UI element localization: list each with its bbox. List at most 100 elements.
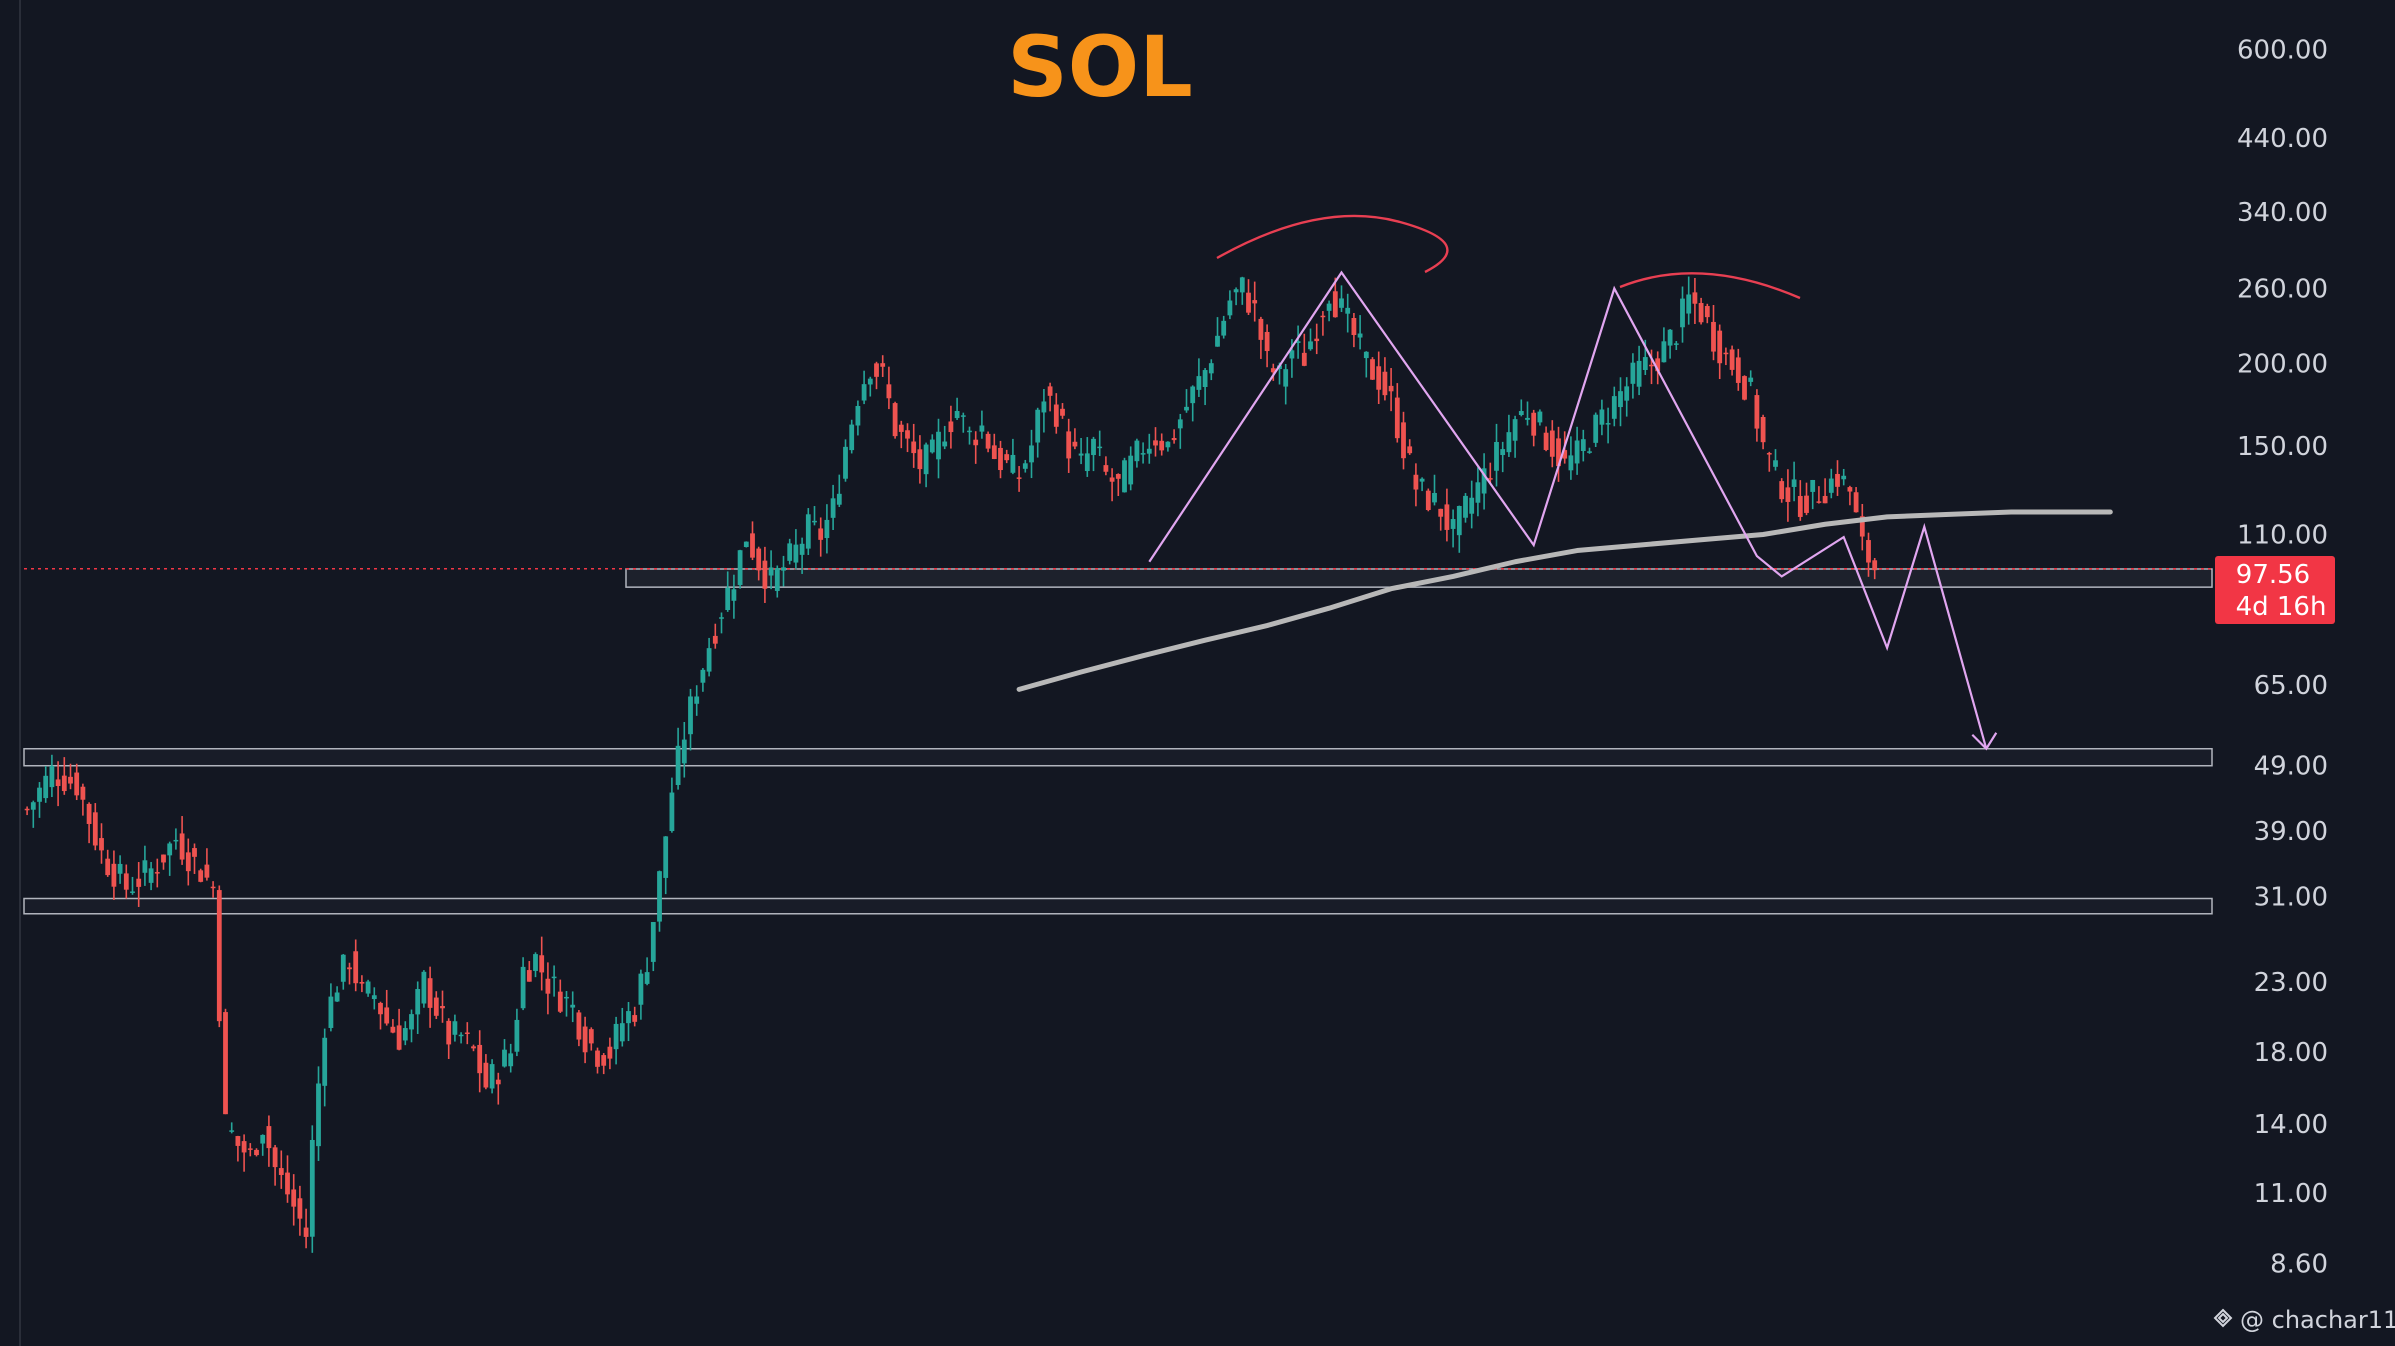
candle [1673, 341, 1679, 351]
candle-body [688, 696, 693, 735]
candle-body [588, 1029, 594, 1044]
candle [855, 400, 861, 436]
candle [812, 506, 817, 526]
candle [1091, 436, 1096, 472]
chart-title: SOL [1007, 18, 1192, 116]
candle-body [235, 1136, 241, 1146]
candle [1450, 509, 1456, 548]
candle [1766, 451, 1772, 472]
candle [1382, 357, 1388, 401]
candle [743, 541, 749, 548]
candle-body [1779, 481, 1785, 500]
candle [1022, 459, 1028, 473]
candle [204, 848, 210, 881]
candle [1742, 375, 1747, 401]
candle [1010, 438, 1016, 475]
candle-body [1537, 411, 1543, 423]
candle-body [1686, 294, 1692, 314]
candle [898, 420, 904, 449]
axis-tick-label: 110.00 [2237, 520, 2328, 550]
candle [1872, 558, 1878, 580]
candle-body [892, 403, 898, 437]
candle [936, 418, 941, 479]
candle-body [1649, 364, 1654, 367]
candle [30, 800, 36, 828]
candle [657, 870, 662, 932]
candle [1624, 377, 1630, 417]
candle-body [1661, 341, 1667, 363]
candle [254, 1148, 259, 1157]
candle-body [737, 550, 743, 585]
candle-body [489, 1064, 495, 1089]
candle-body [1766, 453, 1772, 455]
candle-body [1828, 478, 1834, 493]
candle-body [1122, 460, 1127, 493]
candle [80, 783, 86, 816]
candle-body [458, 1034, 464, 1037]
candle [105, 849, 111, 877]
candle-body [613, 1023, 619, 1050]
candle-body [1022, 463, 1028, 469]
candle-body [1134, 440, 1140, 462]
candle [1097, 430, 1103, 457]
candle [1717, 324, 1723, 380]
candle [260, 1134, 266, 1156]
candle-body [297, 1198, 303, 1219]
candle-body [1599, 409, 1605, 425]
candle-body [905, 430, 910, 439]
candle-body [1332, 291, 1338, 318]
candle [322, 1028, 328, 1107]
candle [111, 850, 117, 900]
candle-body [1729, 349, 1735, 370]
candle [1264, 324, 1270, 368]
candle [1196, 358, 1202, 397]
candle [334, 986, 340, 1002]
candle [359, 975, 365, 993]
candle-body [967, 430, 972, 433]
candle [576, 1009, 582, 1047]
candle-body [1872, 560, 1878, 571]
candle-body [1047, 386, 1053, 396]
candle [917, 435, 923, 484]
candle-body [991, 445, 997, 460]
candle-body [1605, 423, 1611, 425]
candle [440, 990, 445, 1023]
candle [756, 546, 762, 581]
candle [787, 538, 793, 565]
candle [99, 823, 104, 864]
candle [68, 763, 73, 790]
candle [1630, 353, 1636, 399]
candle-body [762, 560, 768, 589]
candle-body [55, 779, 61, 787]
candle-body [799, 543, 805, 555]
candle [353, 939, 359, 992]
candle [154, 858, 160, 888]
candle [973, 431, 979, 464]
candle-body [1153, 440, 1158, 446]
candle [1004, 449, 1010, 464]
candle-body [1301, 352, 1307, 366]
watermark-text: @ chachar11 [2240, 1306, 2395, 1334]
candle-body [278, 1168, 284, 1175]
left-shoulder-arc [1216, 214, 1449, 274]
candle-body [1642, 357, 1648, 370]
candle [1469, 480, 1475, 529]
candle [1841, 468, 1847, 486]
candle [1357, 315, 1363, 350]
candle-body [223, 1012, 228, 1115]
candle [1494, 423, 1499, 487]
candle [675, 727, 681, 790]
candle [489, 1059, 495, 1094]
candle [985, 431, 991, 453]
candle-body [452, 1021, 458, 1035]
candle [793, 529, 799, 570]
candle [849, 419, 855, 454]
candle-body [30, 802, 36, 810]
last-price-badge: 97.56 4d 16h [2215, 556, 2335, 624]
candle [272, 1144, 278, 1186]
candle-body [1593, 414, 1599, 443]
candle-body [365, 981, 371, 994]
candle-body [167, 843, 173, 856]
candle-body [1574, 440, 1580, 464]
candle [24, 806, 30, 816]
